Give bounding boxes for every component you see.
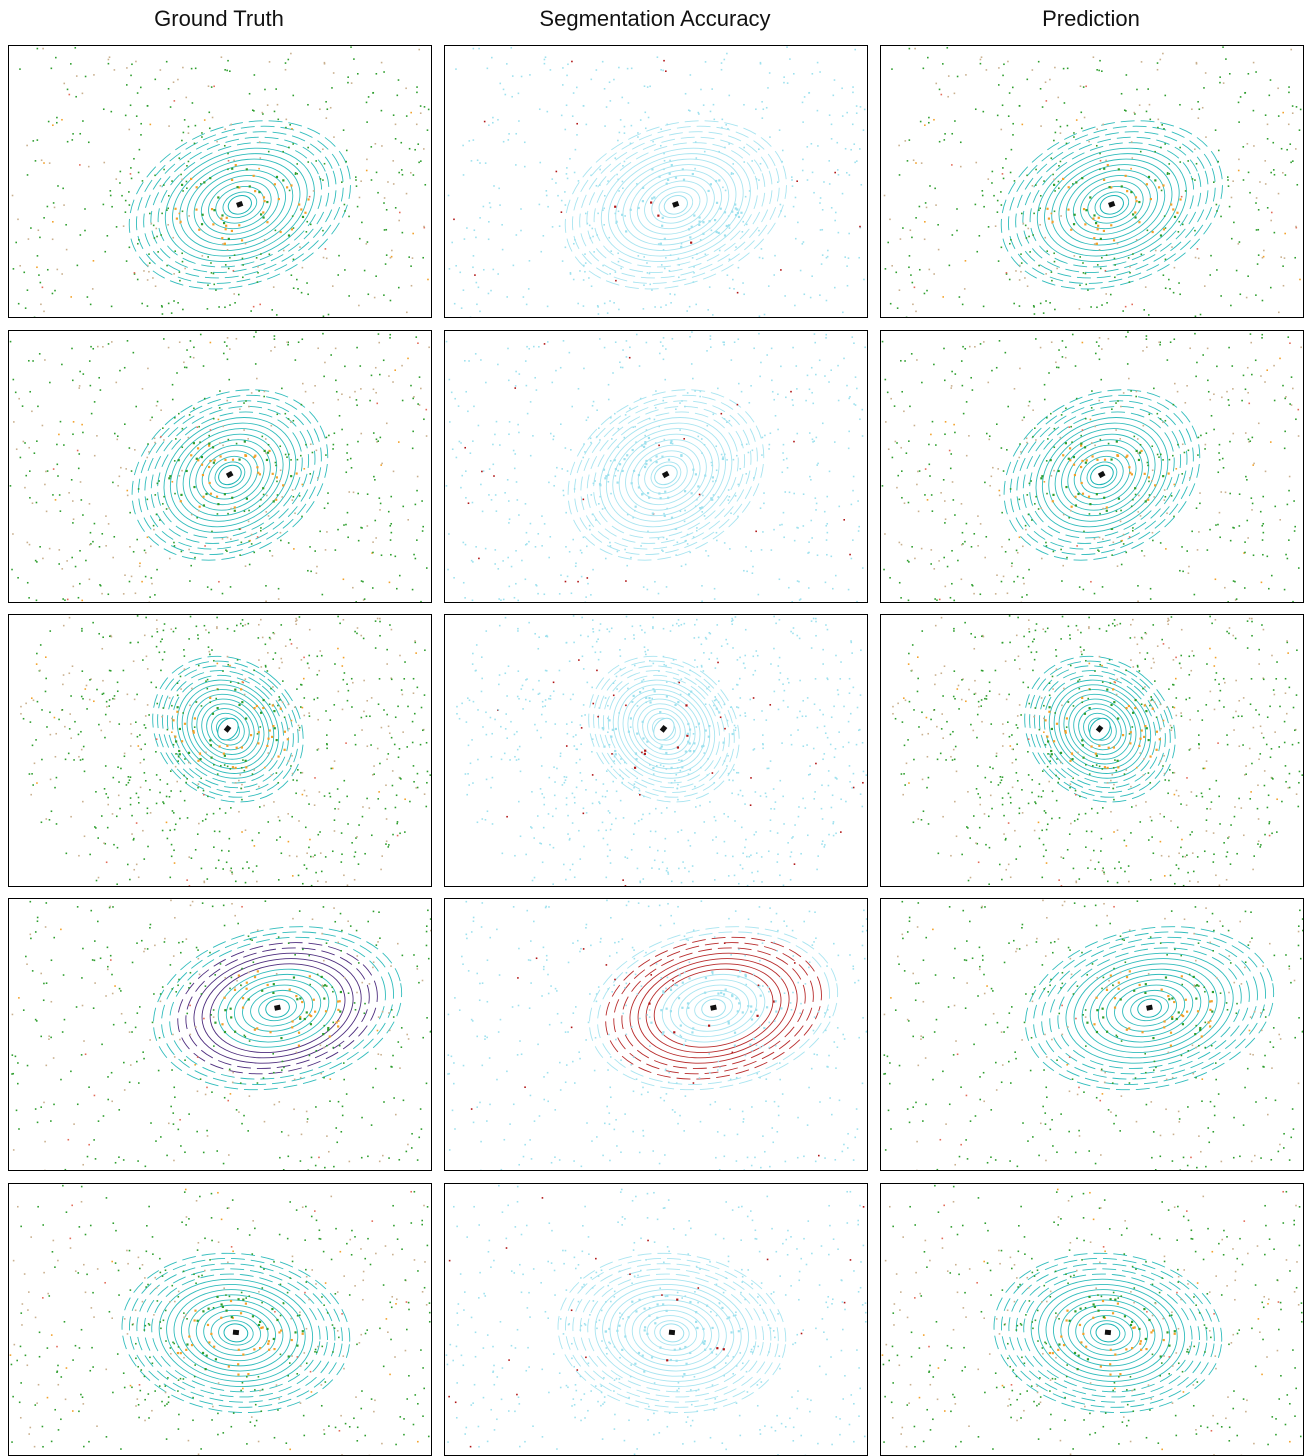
point-cloud-ground-truth-row-4 [9,899,431,1170]
panel-ground-truth-row-5 [8,1183,432,1456]
panel-ground-truth-row-4 [8,898,432,1171]
point-cloud-segmentation-accuracy-row-5 [445,1184,867,1455]
header-ground-truth: Ground Truth [69,6,369,32]
panel-prediction-row-1 [880,45,1304,318]
panel-segmentation-accuracy-row-5 [444,1183,868,1456]
point-cloud-segmentation-accuracy-row-4 [445,899,867,1170]
point-cloud-ground-truth-row-1 [9,46,431,317]
point-cloud-ground-truth-row-2 [9,331,431,602]
panel-prediction-row-3 [880,614,1304,887]
panel-prediction-row-2 [880,330,1304,603]
point-cloud-prediction-row-5 [881,1184,1303,1455]
panel-ground-truth-row-1 [8,45,432,318]
point-cloud-prediction-row-3 [881,615,1303,886]
panel-segmentation-accuracy-row-3 [444,614,868,887]
panel-ground-truth-row-2 [8,330,432,603]
point-cloud-prediction-row-4 [881,899,1303,1170]
point-cloud-segmentation-accuracy-row-3 [445,615,867,886]
panel-prediction-row-4 [880,898,1304,1171]
panel-segmentation-accuracy-row-1 [444,45,868,318]
point-cloud-ground-truth-row-5 [9,1184,431,1455]
point-cloud-ground-truth-row-3 [9,615,431,886]
point-cloud-segmentation-accuracy-row-1 [445,46,867,317]
point-cloud-prediction-row-1 [881,46,1303,317]
panel-segmentation-accuracy-row-4 [444,898,868,1171]
panel-prediction-row-5 [880,1183,1304,1456]
point-cloud-segmentation-accuracy-row-2 [445,331,867,602]
header-segmentation-accuracy: Segmentation Accuracy [505,6,805,32]
panel-segmentation-accuracy-row-2 [444,330,868,603]
panel-ground-truth-row-3 [8,614,432,887]
point-cloud-prediction-row-2 [881,331,1303,602]
header-prediction: Prediction [941,6,1241,32]
